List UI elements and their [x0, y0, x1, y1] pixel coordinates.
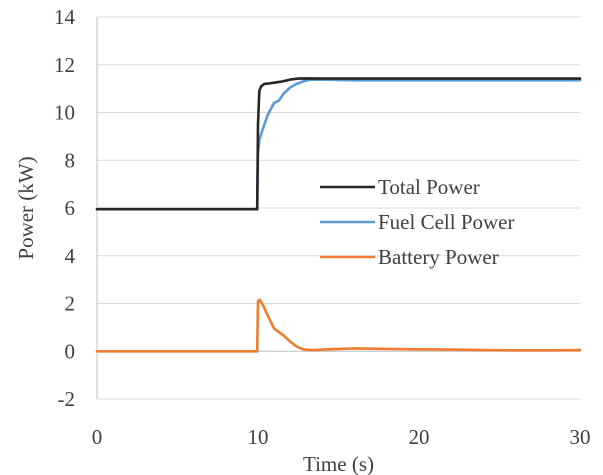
tick-labels: -2 0 2 4 6 8 10 12 14 0 10 20 30: [54, 5, 591, 449]
x-axis-label: Time (s): [303, 452, 374, 475]
y-tick-label: 6: [65, 196, 76, 220]
y-tick-label: -2: [58, 387, 76, 411]
series-line-battery-power: [95, 298, 582, 353]
y-tick-label: 14: [54, 5, 76, 29]
x-tick-label: 20: [409, 425, 430, 449]
y-tick-label: 0: [65, 339, 76, 363]
series-line-fuel-cell-power: [95, 78, 582, 211]
y-tick-label: 12: [54, 53, 75, 77]
legend: Total Power Fuel Cell Power Battery Power: [320, 175, 515, 269]
y-tick-label: 2: [65, 292, 76, 316]
x-tick-label: 0: [92, 425, 103, 449]
series-lines: [95, 77, 582, 353]
x-tick-label: 10: [248, 425, 269, 449]
series-line-total-power: [95, 77, 582, 211]
y-tick-label: 10: [54, 101, 75, 125]
x-tick-label: 30: [570, 425, 591, 449]
y-tick-label: 8: [65, 148, 76, 172]
y-tick-label: 4: [65, 244, 76, 268]
legend-label: Battery Power: [378, 245, 499, 269]
legend-label: Total Power: [378, 175, 480, 199]
legend-label: Fuel Cell Power: [378, 210, 515, 234]
y-axis-label: Power (kW): [14, 156, 38, 259]
